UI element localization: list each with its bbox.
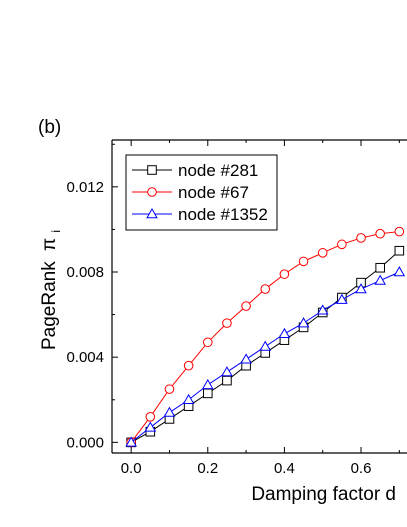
x-tick-label-2: 0.4 <box>274 460 295 477</box>
legend-label-0: node #281 <box>178 161 258 180</box>
x-tick-label-3: 0.6 <box>351 460 372 477</box>
series-2-point-14 <box>393 266 406 277</box>
series-1-point-8 <box>279 269 290 279</box>
legend: node #281 node #67 node #1352 <box>125 154 278 231</box>
x-axis-title: Damping factor d <box>251 484 396 505</box>
y-axis-title-subscript: i <box>49 230 63 233</box>
y-tick-label-1: 0.004 <box>66 349 104 366</box>
series-2 <box>125 266 406 447</box>
y-axis-title: PageRank π i <box>39 230 63 350</box>
series-1-point-10 <box>317 248 328 258</box>
legend-label-1: node #67 <box>178 183 249 202</box>
svg-text:PageRank π i: PageRank π i <box>39 230 63 350</box>
y-tick-label-3: 0.012 <box>66 179 104 196</box>
series-1-point-3 <box>183 360 194 371</box>
x-tick-label-0: 0.0 <box>121 460 142 477</box>
series-2-point-7 <box>259 340 272 351</box>
series-2-point-10 <box>316 304 329 315</box>
series-2-point-1 <box>144 421 157 432</box>
series-2-point-0 <box>125 436 137 447</box>
series-2-point-4 <box>201 378 214 390</box>
series-2-point-2 <box>163 406 176 417</box>
series-1-point-14 <box>394 226 405 237</box>
series-0-point-4 <box>202 388 213 399</box>
series-2-point-11 <box>336 293 348 304</box>
series-2-point-6 <box>240 353 252 364</box>
legend-marker-1 <box>147 187 157 197</box>
series-1-point-12 <box>356 233 366 243</box>
series-1-point-6 <box>241 301 251 311</box>
legend-marker-0 <box>147 165 157 175</box>
series-1-point-1 <box>145 412 156 422</box>
panel-label: (b) <box>38 117 61 138</box>
series-1 <box>126 226 405 448</box>
series-0-point-13 <box>375 262 385 273</box>
series-1-point-7 <box>260 284 271 294</box>
ticks: 0.0 0.2 0.4 0.6 0.000 0.004 0.008 0.012 <box>66 140 400 477</box>
y-axis-title-text: PageRank <box>39 261 60 350</box>
y-tick-label-0: 0.000 <box>66 434 104 451</box>
x-tick-label-1: 0.2 <box>197 460 218 477</box>
series-1-point-2 <box>164 384 175 394</box>
series-2-point-3 <box>182 393 195 404</box>
series-0-point-5 <box>222 375 232 386</box>
y-axis-title-symbol: π <box>39 238 60 251</box>
series-2-point-12 <box>355 283 367 294</box>
legend-marker-2 <box>146 208 158 219</box>
series-2-point-13 <box>374 274 386 285</box>
series-1-point-5 <box>222 318 232 328</box>
plot-area <box>125 226 406 448</box>
series-1-point-4 <box>202 337 213 348</box>
legend-label-2: node #1352 <box>178 205 268 224</box>
series-0-point-14 <box>394 245 405 256</box>
y-tick-label-2: 0.008 <box>66 264 104 281</box>
series-2-point-5 <box>221 366 233 377</box>
series-1-point-11 <box>337 239 347 250</box>
axes <box>111 139 407 454</box>
series-2-point-8 <box>278 327 291 338</box>
series-2-point-9 <box>297 317 310 328</box>
series-1-point-9 <box>298 256 309 267</box>
series-1-point-13 <box>375 228 385 239</box>
